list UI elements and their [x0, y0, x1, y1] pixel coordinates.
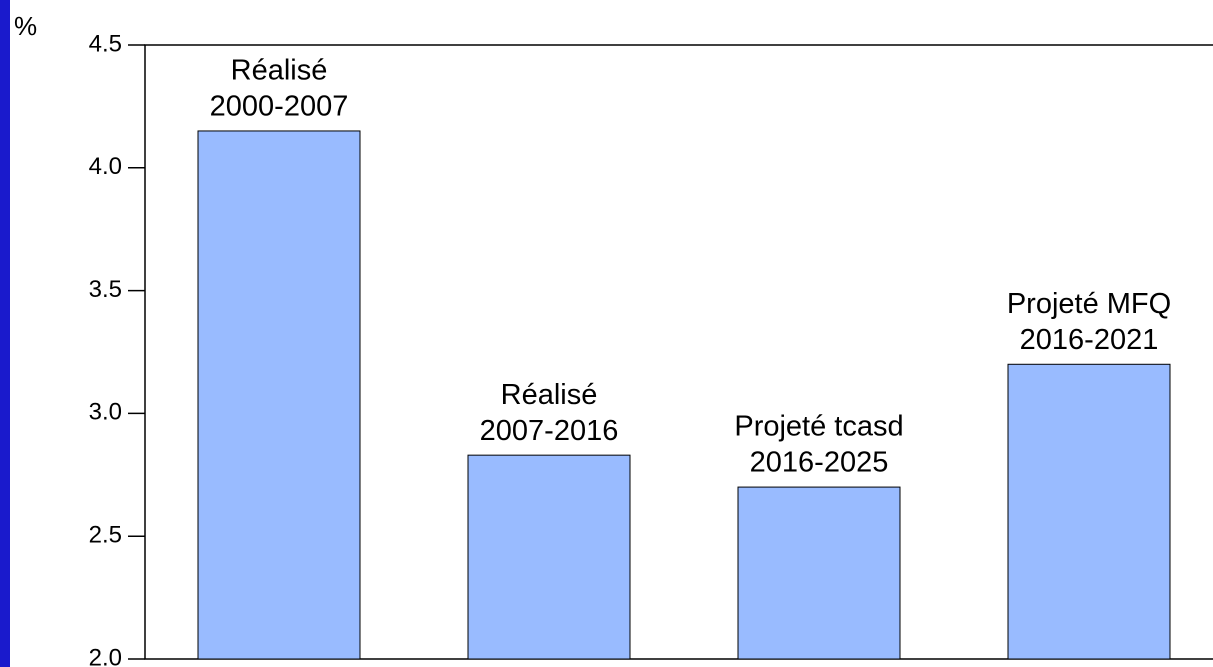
- y-axis-label: %: [14, 11, 37, 41]
- bar-label: Projeté tcasd: [734, 411, 903, 443]
- y-tick-label: 2.5: [89, 522, 122, 549]
- bar-label: Réalisé: [501, 379, 598, 411]
- bar: [1007, 363, 1171, 660]
- y-tick-label: 3.0: [89, 399, 122, 426]
- bar-label: 2007-2016: [480, 415, 619, 447]
- y-tick-label: 3.5: [89, 276, 122, 303]
- bar: [467, 454, 631, 660]
- plot-frame: [144, 44, 1213, 660]
- bar-label: 2016-2025: [750, 447, 889, 479]
- bar-label: 2016-2021: [1020, 324, 1159, 356]
- bar: [197, 130, 361, 660]
- y-tick-label: 4.0: [89, 153, 122, 180]
- bar-label: Réalisé: [231, 55, 328, 87]
- side-strip: [0, 0, 10, 667]
- y-tick-label: 2.0: [89, 644, 122, 667]
- y-tick-label: 4.5: [89, 30, 122, 57]
- bar-label: Projeté MFQ: [1007, 288, 1171, 320]
- bar: [737, 486, 901, 660]
- bar-label: 2000-2007: [210, 91, 349, 123]
